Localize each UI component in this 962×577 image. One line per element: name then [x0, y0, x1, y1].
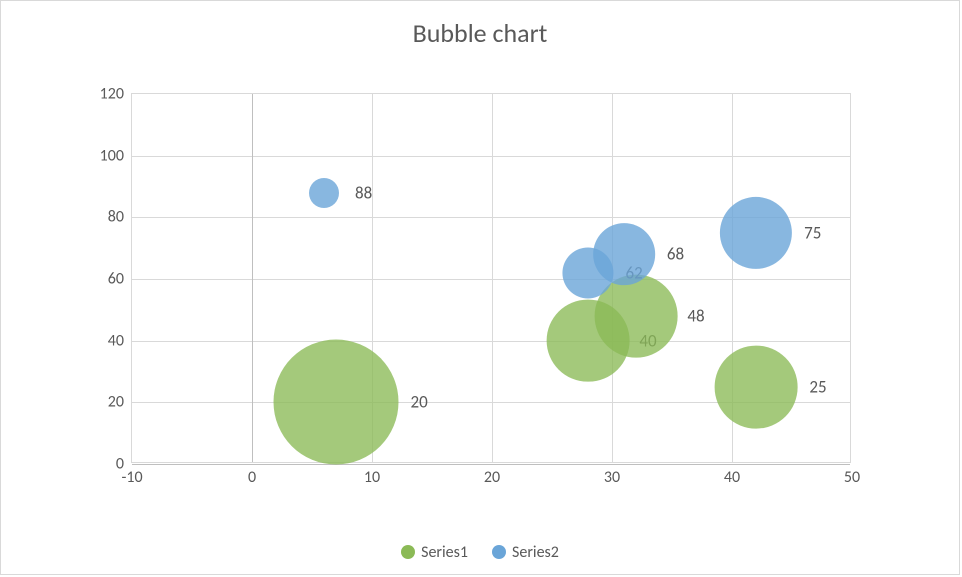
bubble-label: 68 — [667, 244, 684, 265]
x-tick-label: 0 — [248, 462, 256, 487]
x-tick-label: 50 — [844, 462, 860, 487]
x-tick-label: -10 — [121, 462, 142, 487]
gridline-v — [492, 94, 493, 462]
bubble-label: 48 — [687, 306, 704, 327]
x-tick-label: 30 — [604, 462, 620, 487]
bubble — [715, 346, 798, 429]
y-tick-label: 60 — [108, 270, 132, 289]
y-tick-label: 120 — [100, 85, 132, 104]
chart-title: Bubble chart — [1, 17, 959, 49]
bubble-label: 88 — [355, 182, 372, 203]
y-tick-label: 100 — [100, 146, 132, 165]
legend-label: Series2 — [512, 543, 559, 562]
legend-item: Series2 — [492, 543, 559, 562]
legend-item: Series1 — [401, 543, 468, 562]
bubble-label: 20 — [411, 392, 428, 413]
legend: Series1 Series2 — [1, 543, 959, 565]
y-axis-line — [252, 94, 253, 462]
y-tick-label: 80 — [108, 208, 132, 227]
legend-label: Series1 — [421, 543, 468, 562]
plot-area: 020406080100120-100102030405020254048626… — [131, 93, 851, 463]
x-tick-label: 10 — [364, 462, 380, 487]
y-tick-label: 40 — [108, 331, 132, 350]
y-tick-label: 20 — [108, 393, 132, 412]
legend-marker-icon — [401, 545, 415, 559]
bubble — [720, 197, 792, 269]
bubble-chart: Bubble chart 020406080100120-10010203040… — [0, 0, 960, 575]
bubble-label: 75 — [804, 222, 821, 243]
bubble — [309, 178, 339, 208]
bubble-label: 25 — [809, 376, 826, 397]
bubble — [593, 224, 655, 286]
gridline-h — [132, 156, 850, 157]
gridline-h — [132, 341, 850, 342]
x-axis-line — [132, 464, 850, 465]
x-tick-label: 20 — [484, 462, 500, 487]
legend-marker-icon — [492, 545, 506, 559]
x-tick-label: 40 — [724, 462, 740, 487]
bubble — [274, 340, 399, 465]
gridline-h — [132, 279, 850, 280]
